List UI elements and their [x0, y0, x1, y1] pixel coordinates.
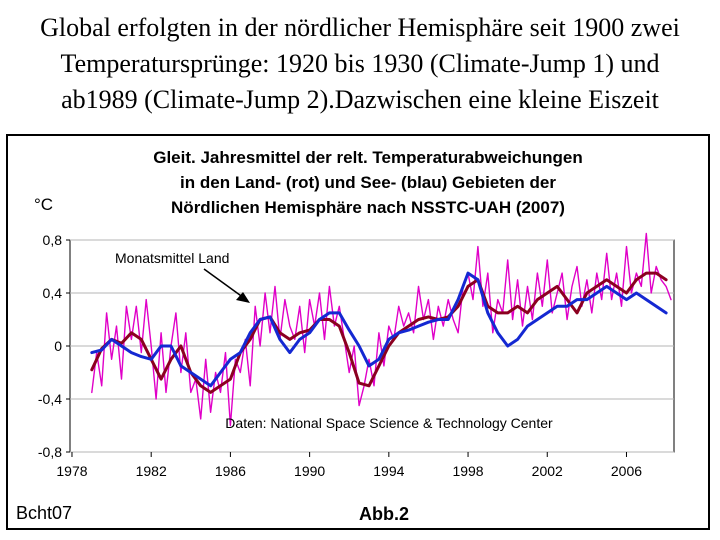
series-line-see — [90, 271, 668, 388]
y-tick-label: 0 — [54, 338, 62, 354]
chart-svg: Gleit. Jahresmittel der relt. Temperatur… — [16, 148, 675, 524]
slide-title: Global erfolgten in der nördlicher Hemis… — [0, 10, 720, 118]
chart-title-line-3: Nördlichen Hemisphäre nach NSSTC-UAH (20… — [171, 198, 565, 217]
annotation-arrowhead — [236, 292, 250, 303]
x-tick-label: 1990 — [294, 463, 325, 479]
chart-title-line-2: in den Land- (rot) und See- (blau) Gebie… — [180, 173, 556, 192]
x-tick-label: 2002 — [532, 463, 563, 479]
footer-left-label: Bcht07 — [16, 503, 72, 523]
x-tick-label: 1998 — [452, 463, 483, 479]
y-tick-label: -0,4 — [38, 391, 62, 407]
data-source-note: Daten: National Space Science & Technolo… — [225, 415, 553, 431]
x-tick-label: 1986 — [215, 463, 246, 479]
slide-title-line-3: ab1989 (Climate-Jump 2).Dazwischen eine … — [61, 85, 659, 114]
y-tick-label: 0,4 — [43, 285, 63, 301]
y-tick-label: -0,8 — [38, 444, 62, 460]
annotation-arrow-line — [203, 268, 245, 299]
data-series — [90, 232, 672, 427]
annotation-monatsmittel-land: Monatsmittel Land — [115, 250, 229, 266]
chart-figure: Gleit. Jahresmittel der relt. Temperatur… — [6, 134, 710, 530]
x-tick-label: 2006 — [611, 463, 642, 479]
y-axis-unit-label: °C — [34, 195, 53, 214]
chart-title-line-1: Gleit. Jahresmittel der relt. Temperatur… — [153, 148, 583, 167]
y-tick-label: 0,8 — [43, 232, 63, 248]
slide-title-line-2: Temperatursprünge: 1920 bis 1930 (Climat… — [60, 49, 660, 78]
slide-title-line-1: Global erfolgten in der nördlicher Hemis… — [40, 13, 680, 42]
x-tick-label: 1994 — [373, 463, 404, 479]
axes: -0,8 -0,4 0 0,4 0,8 1978 1982 1986 1990 1994 1998 2… — [38, 232, 642, 479]
footer-figure-label: Abb.2 — [359, 504, 409, 524]
x-tick-label: 1978 — [56, 463, 87, 479]
x-tick-label: 1982 — [136, 463, 167, 479]
